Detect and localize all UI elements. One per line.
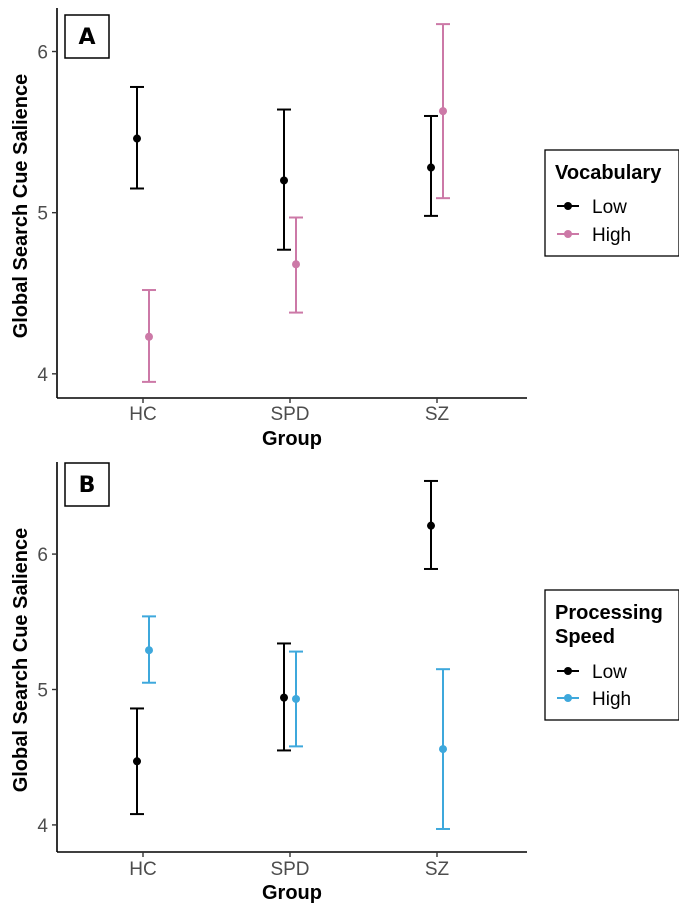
x-axis-title: Group bbox=[262, 882, 322, 904]
legend-key-point bbox=[564, 667, 572, 675]
data-point-high-sz bbox=[439, 107, 447, 116]
legend-key-point bbox=[564, 230, 572, 238]
data-point-high-sz bbox=[439, 745, 447, 754]
x-tick-label: SZ bbox=[425, 404, 450, 425]
legend-item-label: Low bbox=[592, 662, 627, 683]
data-point-low-sz bbox=[427, 521, 435, 530]
x-tick-label: SPD bbox=[270, 859, 309, 880]
legend-title: Vocabulary bbox=[555, 162, 662, 184]
data-point-high-hc bbox=[145, 332, 153, 341]
legend-item-label: Low bbox=[592, 197, 627, 218]
x-tick-label: HC bbox=[129, 404, 156, 425]
x-tick-label: SPD bbox=[270, 404, 309, 425]
y-tick-label: 5 bbox=[37, 204, 48, 225]
panel-b-group: 4 5 6 HC SPD SZ Group Global Search Cue Salienc… bbox=[10, 462, 679, 904]
x-axis-title: Group bbox=[262, 428, 322, 450]
panel-label-box bbox=[64, 14, 110, 59]
legend-item-label: High bbox=[592, 689, 631, 710]
panel-label-box bbox=[64, 462, 110, 507]
data-point-high-spd bbox=[292, 694, 300, 703]
data-point-low-spd bbox=[280, 693, 288, 702]
panel-label: B bbox=[79, 473, 96, 498]
data-point-low-sz bbox=[427, 163, 435, 172]
legend-box bbox=[544, 589, 679, 721]
y-tick-label: 6 bbox=[37, 43, 48, 64]
x-tick-label: HC bbox=[129, 859, 156, 880]
y-tick-label: 4 bbox=[37, 816, 48, 837]
legend: Vocabulary Low High bbox=[544, 149, 679, 257]
data-point-low-hc bbox=[133, 757, 141, 766]
data-point-high-spd bbox=[292, 260, 300, 269]
y-axis-title: Global Search Cue Salience bbox=[10, 74, 32, 339]
panel-label: A bbox=[78, 25, 95, 50]
y-axis-title: Global Search Cue Salience bbox=[10, 528, 32, 793]
legend-item-label: High bbox=[592, 225, 631, 246]
y-tick-label: 6 bbox=[37, 545, 48, 566]
y-tick-label: 4 bbox=[37, 365, 48, 386]
data-point-low-spd bbox=[280, 176, 288, 185]
panel-a-group: 4 5 6 HC SPD SZ Group Global Search Cue Salienc… bbox=[10, 8, 679, 450]
legend-key-point bbox=[564, 202, 572, 210]
data-point-low-hc bbox=[133, 134, 141, 143]
legend-key-point bbox=[564, 694, 572, 702]
legend-title: Speed bbox=[555, 626, 615, 648]
legend-title: Processing bbox=[555, 602, 663, 624]
x-tick-label: SZ bbox=[425, 859, 450, 880]
data-point-high-hc bbox=[145, 646, 153, 655]
y-tick-label: 5 bbox=[37, 681, 48, 702]
